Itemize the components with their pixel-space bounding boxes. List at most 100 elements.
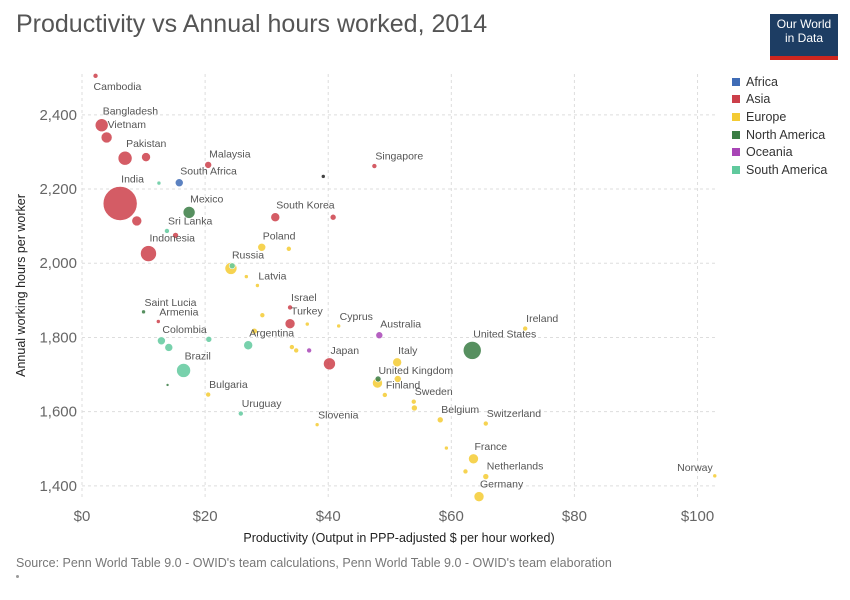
data-point[interactable] <box>392 357 402 368</box>
data-point[interactable] <box>270 212 281 223</box>
legend-item-africa[interactable]: Africa <box>732 73 827 91</box>
data-point[interactable] <box>238 410 244 417</box>
data-point[interactable] <box>473 491 485 502</box>
data-point[interactable] <box>205 391 211 398</box>
point-label: Latvia <box>258 271 286 283</box>
data-point[interactable] <box>286 245 292 252</box>
data-point[interactable] <box>306 347 312 354</box>
data-point[interactable] <box>320 174 326 179</box>
data-point[interactable] <box>156 180 162 186</box>
point-label: Israel <box>291 292 317 304</box>
point-label: Belgium <box>441 404 479 416</box>
point-label: United Kingdom <box>378 365 453 377</box>
data-point[interactable] <box>329 213 337 221</box>
point-label: Colombia <box>162 324 207 336</box>
point-label: Finland <box>386 379 421 391</box>
legend-item-north-america[interactable]: North America <box>732 126 827 144</box>
data-point[interactable] <box>289 344 295 350</box>
legend-label: Oceania <box>746 145 793 160</box>
data-point[interactable] <box>304 321 310 327</box>
data-point[interactable] <box>255 283 260 288</box>
data-point[interactable] <box>251 327 258 335</box>
data-point[interactable] <box>92 73 99 79</box>
data-point[interactable] <box>462 341 482 360</box>
legend-item-europe[interactable]: Europe <box>732 108 827 126</box>
data-point[interactable] <box>141 309 146 315</box>
data-point[interactable] <box>482 473 490 480</box>
logo-line-2: in Data <box>784 31 824 45</box>
data-point[interactable] <box>462 468 469 475</box>
data-point[interactable] <box>164 343 174 352</box>
data-point[interactable] <box>244 274 249 279</box>
data-point[interactable] <box>102 186 138 221</box>
data-point[interactable] <box>482 420 489 427</box>
data-point[interactable] <box>243 340 253 351</box>
data-point[interactable] <box>314 422 320 427</box>
data-point[interactable] <box>444 445 449 451</box>
data-point[interactable] <box>374 375 382 383</box>
legend-label: Europe <box>746 109 787 124</box>
data-point[interactable] <box>436 416 444 424</box>
data-point[interactable] <box>141 152 151 162</box>
data-point[interactable] <box>100 131 113 144</box>
point-label: Italy <box>398 345 418 357</box>
legend-swatch <box>732 112 740 121</box>
point-label: Russia <box>232 249 264 261</box>
point-label: India <box>121 173 144 185</box>
point-label: Indonesia <box>149 233 195 245</box>
data-point[interactable] <box>228 262 236 270</box>
point-label: Cyprus <box>340 311 373 323</box>
data-point[interactable] <box>522 325 528 332</box>
owid-logo[interactable]: Our World in Data <box>770 14 838 60</box>
data-point[interactable] <box>174 178 184 188</box>
data-point[interactable] <box>259 312 266 318</box>
data-point[interactable] <box>323 357 336 371</box>
logo-line-1: Our World <box>776 17 832 31</box>
x-tick-label: $100 <box>681 508 714 525</box>
data-point[interactable] <box>411 404 418 412</box>
data-point[interactable] <box>176 363 191 378</box>
data-point[interactable] <box>382 392 388 398</box>
point-label: Brazil <box>185 350 211 362</box>
data-point[interactable] <box>410 398 417 405</box>
data-point[interactable] <box>182 206 196 219</box>
data-point[interactable] <box>204 161 212 169</box>
data-point[interactable] <box>257 242 267 252</box>
data-point[interactable] <box>287 304 293 311</box>
data-point[interactable] <box>284 318 296 330</box>
data-point[interactable] <box>393 375 402 383</box>
data-point[interactable] <box>336 323 341 329</box>
data-point[interactable] <box>172 232 179 239</box>
data-point[interactable] <box>131 215 143 227</box>
data-point[interactable] <box>164 228 170 234</box>
point-label: Sweden <box>415 386 453 398</box>
legend-swatch <box>732 95 740 104</box>
legend-item-south-america[interactable]: South America <box>732 161 827 179</box>
y-tick-label: 2,400 <box>39 107 77 124</box>
data-point[interactable] <box>165 383 170 387</box>
point-label: Switzerland <box>487 408 541 420</box>
legend-item-oceania[interactable]: Oceania <box>732 143 827 161</box>
data-point[interactable] <box>140 245 157 262</box>
legend: Africa Asia Europe North America Oceania… <box>732 73 827 179</box>
point-label: Bulgaria <box>209 379 248 391</box>
axes: $0 $20 $40 $60 $80 $100 1,400 1,600 1,800 2,000 2,… <box>14 107 714 545</box>
data-point[interactable] <box>468 453 479 465</box>
data-point[interactable] <box>156 319 161 324</box>
data-point[interactable] <box>117 150 133 166</box>
data-point[interactable] <box>293 347 300 354</box>
data-point[interactable] <box>712 473 718 479</box>
data-point[interactable] <box>205 336 213 343</box>
legend-swatch <box>732 148 740 157</box>
legend-label: South America <box>746 162 828 177</box>
point-label: Vietnam <box>108 119 147 131</box>
point-label: Bangladesh <box>103 106 159 118</box>
legend-item-asia[interactable]: Asia <box>732 91 827 109</box>
data-point[interactable] <box>371 163 378 169</box>
point-label: Argentina <box>249 328 294 340</box>
data-point[interactable] <box>375 331 384 340</box>
data-point[interactable] <box>94 118 109 133</box>
data-point[interactable] <box>157 336 166 346</box>
legend-label: Asia <box>746 92 771 107</box>
